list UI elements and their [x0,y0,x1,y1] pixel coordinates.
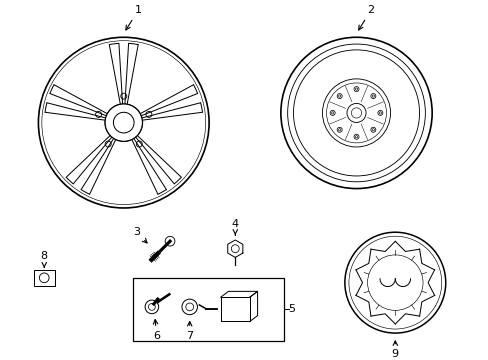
Text: 3: 3 [133,227,147,243]
Text: 6: 6 [153,320,160,341]
Text: 8: 8 [41,251,48,267]
Bar [34,270,55,285]
Text: 2: 2 [358,5,374,30]
Text: 5: 5 [288,304,295,314]
Text: 4: 4 [231,220,238,235]
Text: 9: 9 [391,341,398,359]
Bar [133,278,283,341]
Text: 7: 7 [186,321,193,341]
Text: 1: 1 [125,5,142,30]
